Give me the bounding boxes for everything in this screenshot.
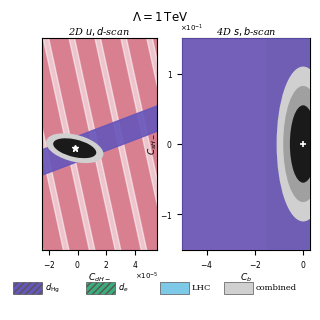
- X-axis label: $C_b$: $C_b$: [240, 272, 252, 284]
- Text: LHC: LHC: [192, 284, 212, 292]
- Text: $d_e$: $d_e$: [118, 282, 129, 294]
- Text: combined: combined: [256, 284, 297, 292]
- Ellipse shape: [53, 138, 96, 158]
- Ellipse shape: [283, 86, 320, 202]
- Ellipse shape: [276, 67, 320, 221]
- Text: $\times 10^{-1}$: $\times 10^{-1}$: [180, 23, 204, 34]
- Title: 2D $u,d$-scan: 2D $u,d$-scan: [68, 25, 130, 38]
- X-axis label: $C_{dH-}$: $C_{dH-}$: [88, 272, 111, 284]
- Ellipse shape: [46, 133, 103, 163]
- Y-axis label: $C_{sH-}$: $C_{sH-}$: [146, 133, 159, 155]
- Title: 4D $s,b$-scan: 4D $s,b$-scan: [216, 25, 277, 38]
- Text: $\times 10^{-5}$: $\times 10^{-5}$: [135, 271, 159, 282]
- Text: $\Lambda = 1\,\mathrm{TeV}$: $\Lambda = 1\,\mathrm{TeV}$: [132, 11, 188, 24]
- Text: $d_{\mathrm{Hg}}$: $d_{\mathrm{Hg}}$: [45, 282, 60, 294]
- Ellipse shape: [290, 105, 316, 183]
